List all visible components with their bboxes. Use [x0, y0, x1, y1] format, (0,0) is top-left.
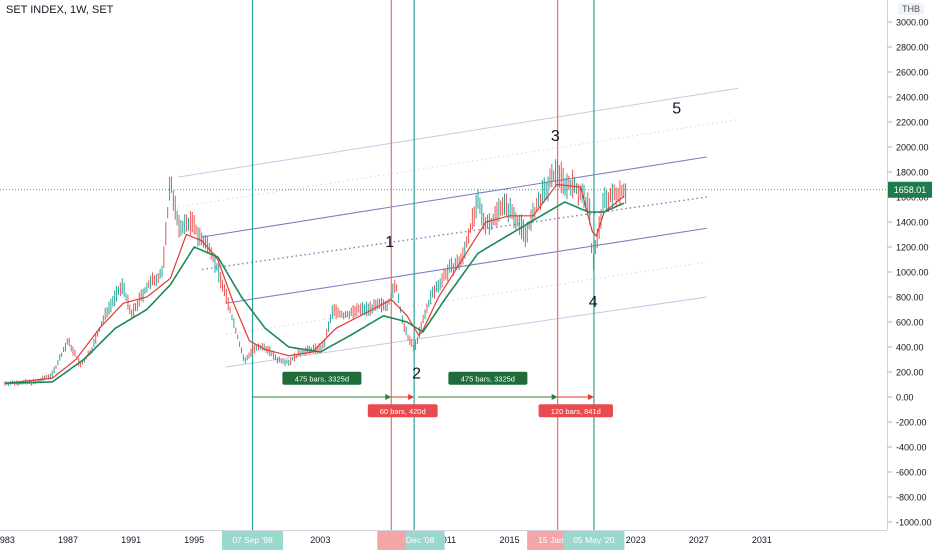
time-axis-date-tag: [222, 531, 284, 550]
y-axis-tick-label: 2800.00: [896, 43, 929, 53]
y-axis-tick-label: 2600.00: [896, 68, 929, 78]
channel-line: [225, 261, 707, 335]
channel-line: [225, 227, 707, 304]
measure-arrow-head: [551, 394, 558, 400]
time-axis-date-tag: [377, 531, 406, 550]
x-axis-tick-label: 1995: [184, 535, 204, 545]
y-axis-tick-label: 1000.00: [896, 268, 929, 278]
moving-average-fast: [4, 183, 625, 384]
measure-label: 60 bars, 420d: [380, 407, 426, 416]
y-axis-tick-label: 1400.00: [896, 218, 929, 228]
measure-box: [282, 371, 362, 385]
x-axis-tick-label: 2027: [689, 535, 709, 545]
measure-label: 475 bars, 3325d: [461, 374, 515, 383]
y-axis-tick-label: 800.00: [896, 293, 924, 303]
x-axis-tick-label: 1987: [58, 535, 78, 545]
y-axis-tick-label: -800.00: [896, 493, 927, 503]
measure-box: [448, 371, 528, 385]
y-axis-tick-label: -400.00: [896, 443, 927, 453]
x-axis-tick-label: 2031: [752, 535, 772, 545]
y-axis-tick-label: 2400.00: [896, 93, 929, 103]
y-axis-tick-label: 600.00: [896, 318, 924, 328]
currency-badge: THB: [898, 3, 924, 15]
y-axis-tick-label: -600.00: [896, 468, 927, 478]
wave-annotation: 1: [385, 234, 394, 251]
measure-label: 120 bars, 841d: [551, 407, 601, 416]
y-axis-tick-label: 1200.00: [896, 243, 929, 253]
wave-annotation: 4: [589, 294, 598, 311]
x-axis-tick-label: 2015: [500, 535, 520, 545]
wave-annotation: 3: [551, 128, 560, 145]
measure-box: [538, 404, 613, 418]
measure-box: [367, 404, 438, 418]
measure-arrow-head: [587, 394, 594, 400]
y-axis-tick-label: 3000.00: [896, 18, 929, 28]
x-axis-tick-label: 1983: [0, 535, 15, 545]
time-axis-date-label: 08 Dec '08: [394, 535, 435, 545]
y-axis-tick-label: 2000.00: [896, 143, 929, 153]
y-axis-tick-label: 0.00: [896, 393, 914, 403]
moving-average-slow: [4, 201, 625, 385]
y-axis-tick-label: 400.00: [896, 343, 924, 353]
channel-line: [178, 87, 739, 178]
y-axis-tick-label: 200.00: [896, 368, 924, 378]
time-axis-date-label: 05 May '20: [573, 535, 615, 545]
time-axis-date-tag: [563, 531, 625, 550]
measure-label: 475 bars, 3325d: [295, 374, 349, 383]
x-axis-tick-label: 2003: [310, 535, 330, 545]
time-axis-date-label: 07 Sep '98: [232, 535, 273, 545]
y-axis-tick-label: -200.00: [896, 418, 927, 428]
last-price-label: 1658.01: [894, 185, 927, 195]
measure-arrow-head: [385, 394, 392, 400]
measure-arrow-head: [408, 394, 415, 400]
time-axis-date-label: 15 Jan '18: [538, 535, 577, 545]
wave-annotation: 5: [672, 100, 681, 117]
price-candles: [4, 159, 627, 387]
last-price-badge: [888, 181, 932, 198]
y-axis-tick-label: 2200.00: [896, 118, 929, 128]
x-axis-tick-label: 1991: [121, 535, 141, 545]
wave-annotation: 2: [412, 365, 421, 382]
x-axis-tick-label: 2023: [626, 535, 646, 545]
symbol-title: SET INDEX, 1W, SET: [6, 4, 114, 16]
x-axis-tick-label: 2011: [437, 535, 456, 545]
y-axis-tick-label: 1800.00: [896, 168, 929, 178]
channel-line: [201, 156, 707, 238]
y-axis-tick-label: -1000.00: [896, 518, 932, 528]
